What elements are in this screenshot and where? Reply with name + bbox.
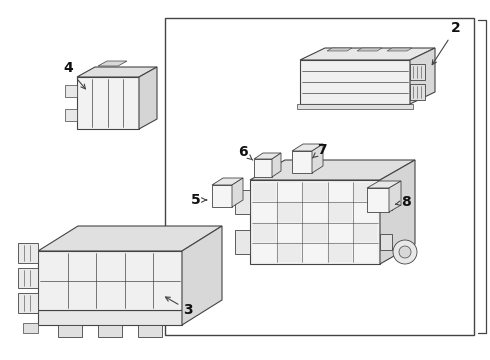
Polygon shape <box>380 234 392 250</box>
Polygon shape <box>300 60 410 104</box>
Text: 6: 6 <box>238 145 253 160</box>
Polygon shape <box>380 194 392 210</box>
Polygon shape <box>98 325 122 337</box>
Polygon shape <box>329 203 352 221</box>
Polygon shape <box>23 303 38 313</box>
Text: 5: 5 <box>191 193 207 207</box>
Circle shape <box>399 246 411 258</box>
Polygon shape <box>297 104 413 109</box>
Text: 8: 8 <box>395 195 411 209</box>
Polygon shape <box>327 48 352 51</box>
Polygon shape <box>250 180 380 264</box>
Polygon shape <box>77 77 139 129</box>
Polygon shape <box>165 18 474 335</box>
Polygon shape <box>278 183 301 201</box>
Polygon shape <box>303 244 327 262</box>
Polygon shape <box>410 48 435 104</box>
Polygon shape <box>300 48 435 60</box>
Polygon shape <box>387 48 412 51</box>
Polygon shape <box>292 144 323 151</box>
Text: 2: 2 <box>432 21 461 65</box>
Polygon shape <box>235 230 250 254</box>
Polygon shape <box>212 178 243 185</box>
Polygon shape <box>38 251 182 310</box>
Polygon shape <box>278 244 301 262</box>
Polygon shape <box>18 293 38 313</box>
Polygon shape <box>139 67 157 129</box>
Polygon shape <box>354 183 377 201</box>
Polygon shape <box>98 61 127 66</box>
Polygon shape <box>232 178 243 207</box>
Text: 7: 7 <box>312 143 327 158</box>
Polygon shape <box>65 85 77 97</box>
Polygon shape <box>18 243 38 263</box>
Text: 3: 3 <box>166 297 193 317</box>
Polygon shape <box>329 244 352 262</box>
Polygon shape <box>254 159 272 177</box>
Polygon shape <box>410 64 425 80</box>
Polygon shape <box>303 203 327 221</box>
Polygon shape <box>212 185 232 207</box>
Polygon shape <box>303 183 327 201</box>
Polygon shape <box>182 226 222 325</box>
Polygon shape <box>354 224 377 242</box>
Polygon shape <box>278 224 301 242</box>
Polygon shape <box>254 153 281 159</box>
Polygon shape <box>18 268 38 288</box>
Polygon shape <box>253 203 276 221</box>
Polygon shape <box>354 244 377 262</box>
Polygon shape <box>278 203 301 221</box>
Polygon shape <box>253 224 276 242</box>
Polygon shape <box>380 160 415 264</box>
Polygon shape <box>138 325 162 337</box>
Polygon shape <box>367 181 401 188</box>
Circle shape <box>393 240 417 264</box>
Polygon shape <box>38 310 182 325</box>
Polygon shape <box>367 188 389 212</box>
Polygon shape <box>38 226 222 251</box>
Polygon shape <box>235 190 250 214</box>
Polygon shape <box>410 84 425 100</box>
Polygon shape <box>65 109 77 121</box>
Text: 4: 4 <box>63 61 85 89</box>
Polygon shape <box>357 48 382 51</box>
Polygon shape <box>250 160 415 180</box>
Polygon shape <box>303 224 327 242</box>
Polygon shape <box>58 325 82 337</box>
Polygon shape <box>272 153 281 177</box>
Polygon shape <box>253 183 276 201</box>
Polygon shape <box>354 203 377 221</box>
Polygon shape <box>77 67 157 77</box>
Polygon shape <box>23 323 38 333</box>
Polygon shape <box>253 244 276 262</box>
Polygon shape <box>329 183 352 201</box>
Polygon shape <box>312 144 323 173</box>
Polygon shape <box>389 181 401 212</box>
Polygon shape <box>329 224 352 242</box>
Polygon shape <box>292 151 312 173</box>
